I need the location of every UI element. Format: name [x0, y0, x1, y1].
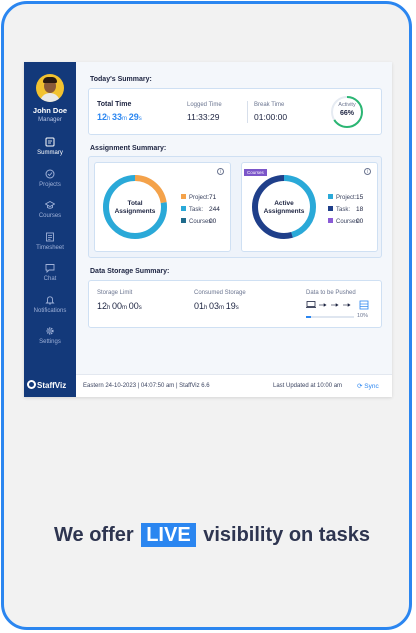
projects-icon	[45, 169, 55, 179]
headline-prefix: We offer	[54, 524, 134, 546]
legend-swatch	[181, 218, 186, 223]
logged-time-label: Logged Time	[187, 102, 222, 108]
storage-limit-label: Storage Limit	[97, 290, 133, 296]
laptop-icon	[306, 301, 316, 308]
server-icon	[359, 300, 369, 310]
break-time-value: 01:00:00	[254, 112, 288, 122]
sidebar-item-label: Timesheet	[36, 245, 64, 251]
activity-ring	[331, 96, 363, 128]
data-to-push-label: Data to be Pushed	[306, 290, 356, 296]
consumed-storage-value: 01h 03m 19s	[194, 301, 239, 311]
brand-mark-icon	[27, 380, 36, 389]
gear-icon	[46, 327, 54, 335]
sidebar-item-settings[interactable]: Settings	[24, 326, 76, 356]
legend-item: Project: 15	[328, 194, 363, 202]
main-panel: Today's Summary: Total Time 12h 33m 29s …	[76, 62, 392, 374]
push-progress-fill	[306, 316, 311, 318]
legend-item: Project: 71	[181, 194, 216, 202]
bell-icon	[45, 296, 55, 305]
sidebar-item-label: Notifications	[33, 308, 67, 314]
activity-value: 66%	[339, 110, 354, 117]
total-assignments-donut	[103, 175, 167, 239]
status-bar: Eastern 24-10-2023 | 04:07:50 am | Staff…	[76, 374, 392, 397]
timesheet-icon	[46, 232, 54, 242]
assignment-summary-title: Assignment Summary:	[90, 145, 167, 152]
sidebar-item-notifications[interactable]: Notifications	[24, 295, 76, 325]
legend-swatch	[328, 218, 333, 223]
sidebar-item-label: Summary	[37, 150, 63, 156]
push-progress-track	[306, 316, 354, 318]
info-icon[interactable]: i	[217, 168, 224, 175]
chat-icon	[45, 264, 55, 273]
last-updated: Last Updated at 10:00 am	[273, 383, 343, 389]
legend-item: Task: 244	[181, 206, 220, 214]
avatar[interactable]	[36, 74, 64, 102]
sync-button[interactable]: ⟳ Sync	[357, 383, 379, 390]
sidebar: John Doe Manager Summary Projects Course…	[24, 62, 76, 397]
status-timestamp: Eastern 24-10-2023 | 04:07:50 am | Staff…	[83, 383, 210, 389]
sidebar-item-projects[interactable]: Projects	[24, 169, 76, 199]
donut-segment-task	[252, 175, 316, 239]
storage-limit-value: 12h 00m 00s	[97, 301, 142, 311]
sidebar-item-label: Projects	[39, 182, 61, 188]
active-assignments-label: Active Assignments	[263, 200, 305, 215]
today-summary-title: Today's Summary:	[90, 76, 152, 83]
info-icon[interactable]: i	[364, 168, 371, 175]
divider	[247, 101, 248, 123]
user-role: Manager	[38, 117, 62, 123]
live-badge: LIVE	[141, 523, 196, 547]
app-window: John Doe Manager Summary Projects Course…	[24, 62, 392, 397]
active-assignments-donut	[252, 175, 316, 239]
sidebar-item-label: Chat	[43, 276, 57, 282]
summary-icon	[45, 137, 55, 147]
active-assignments-card: Courses Active Assignments i Project: 15 …	[241, 162, 378, 252]
sidebar-item-label: Settings	[39, 339, 61, 345]
headline: We offer LIVE visibility on tasks	[4, 523, 409, 547]
headline-suffix: visibility on tasks	[203, 524, 370, 546]
legend-swatch	[328, 206, 333, 211]
today-summary-card: Total Time 12h 33m 29s Logged Time 11:33…	[88, 88, 382, 135]
total-assignments-label: Total Assignments	[114, 200, 156, 215]
storage-summary-title: Data Storage Summary:	[90, 268, 170, 275]
brand-name: StaffViz	[37, 381, 67, 390]
legend-swatch	[328, 194, 333, 199]
sidebar-item-summary[interactable]: Summary	[24, 137, 76, 167]
brand-logo: StaffViz	[27, 380, 66, 390]
legend-item: Courses: 00	[181, 218, 216, 226]
total-time-label: Total Time	[97, 101, 132, 108]
legend-item: Courses: 00	[328, 218, 363, 226]
sync-icon: ⟳	[357, 383, 363, 390]
logged-time-value: 11:33:29	[187, 112, 220, 122]
legend-item: Task: 18	[328, 206, 363, 214]
activity-label: Activity	[338, 102, 356, 108]
tooltip-tag: Courses	[244, 169, 267, 176]
sidebar-item-label: Courses	[38, 213, 62, 219]
sidebar-item-courses[interactable]: Courses	[24, 200, 76, 230]
donut-segment-task	[103, 175, 167, 239]
legend-swatch	[181, 194, 186, 199]
push-percent: 10%	[357, 313, 369, 319]
push-flow-graphic	[306, 300, 369, 310]
total-assignments-card: Total Assignments i Project: 71 Task: 244 …	[94, 162, 231, 252]
sidebar-item-chat[interactable]: Chat	[24, 263, 76, 293]
user-name: John Doe	[32, 106, 68, 115]
consumed-storage-label: Consumed Storage	[194, 290, 246, 296]
legend-swatch	[181, 206, 186, 211]
break-time-label: Break Time	[254, 102, 285, 108]
total-time-value: 12h 33m 29s	[97, 112, 142, 122]
storage-summary-card: Storage Limit 12h 00m 00s Consumed Stora…	[88, 280, 382, 328]
sidebar-item-timesheet[interactable]: Timesheet	[24, 232, 76, 262]
courses-icon	[45, 200, 55, 209]
assignment-summary-panel: Total Assignments i Project: 71 Task: 244 …	[88, 156, 382, 258]
